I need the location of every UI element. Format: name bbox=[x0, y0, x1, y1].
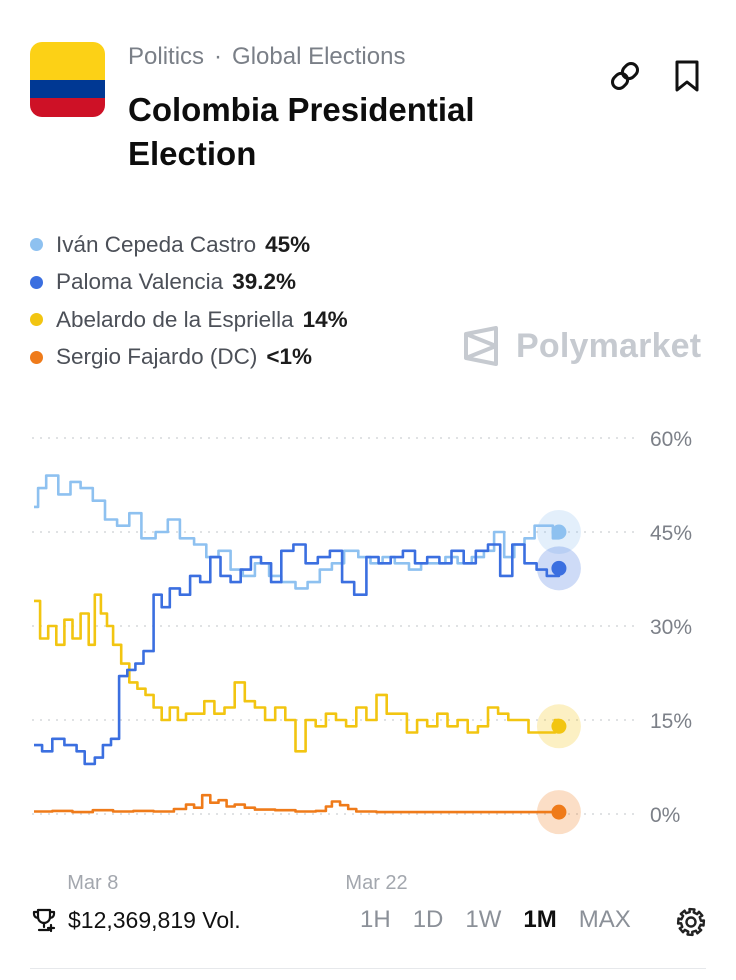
trophy-icon bbox=[32, 908, 56, 933]
breadcrumb-category[interactable]: Politics bbox=[128, 43, 205, 70]
x-axis-labels: Mar 8 Mar 22 bbox=[67, 872, 407, 894]
page-title: Colombia Presidential Election bbox=[128, 91, 475, 172]
chart-series bbox=[34, 474, 561, 814]
legend-name: Sergio Fajardo (DC) bbox=[56, 344, 258, 370]
breadcrumb-separator: · bbox=[214, 43, 223, 70]
range-1m[interactable]: 1M bbox=[523, 906, 557, 933]
chart-end-markers bbox=[536, 510, 581, 835]
chart-grid bbox=[32, 437, 640, 815]
series-line bbox=[34, 793, 559, 814]
legend-item[interactable]: Paloma Valencia 39.2% bbox=[30, 264, 348, 302]
chart-footer: $12,369,819 Vol. 1H 1D 1W 1M MAX bbox=[0, 898, 736, 944]
legend-dot bbox=[30, 275, 43, 289]
legend-item[interactable]: Sergio Fajardo (DC) <1% bbox=[30, 339, 348, 377]
legend-percentage: <1% bbox=[266, 344, 312, 370]
legend-dot bbox=[30, 238, 43, 252]
price-chart[interactable]: 60% 45% 30% 15% 0% Mar 8 Mar 22 bbox=[0, 410, 736, 900]
gear-icon[interactable] bbox=[675, 906, 707, 938]
end-marker bbox=[551, 524, 567, 540]
legend-percentage: 14% bbox=[302, 306, 348, 332]
y-tick-label: 30% bbox=[650, 616, 692, 639]
legend-dot bbox=[30, 313, 43, 327]
range-1h[interactable]: 1H bbox=[360, 906, 391, 933]
y-tick-label: 60% bbox=[650, 428, 692, 451]
end-marker bbox=[551, 560, 567, 576]
legend-item[interactable]: Abelardo de la Espriella 14% bbox=[30, 301, 348, 339]
series-line bbox=[34, 543, 561, 766]
series-line bbox=[34, 593, 561, 753]
legend-percentage: 39.2% bbox=[232, 269, 296, 295]
polymarket-watermark: Polymarket bbox=[462, 326, 701, 366]
end-marker bbox=[551, 804, 567, 820]
breadcrumb: Politics · Global Elections bbox=[128, 43, 405, 71]
end-marker bbox=[551, 718, 567, 734]
range-1d[interactable]: 1D bbox=[412, 906, 444, 933]
legend-percentage: 45% bbox=[265, 231, 311, 257]
legend-name: Paloma Valencia bbox=[56, 269, 224, 295]
range-1w[interactable]: 1W bbox=[465, 906, 502, 933]
volume-amount: $12,369,819 Vol. bbox=[68, 906, 241, 933]
breadcrumb-subcategory[interactable]: Global Elections bbox=[232, 43, 406, 70]
legend-item[interactable]: Iván Cepeda Castro 45% bbox=[30, 226, 348, 264]
range-max[interactable]: MAX bbox=[578, 906, 631, 933]
polymarket-logo-icon bbox=[464, 326, 498, 366]
legend-name: Iván Cepeda Castro bbox=[56, 231, 257, 257]
chart-legend: Iván Cepeda Castro 45% Paloma Valencia 39.… bbox=[30, 226, 348, 376]
divider bbox=[30, 968, 706, 969]
legend-dot bbox=[30, 350, 43, 364]
y-tick-label: 0% bbox=[650, 804, 680, 827]
bookmark-icon[interactable] bbox=[669, 58, 705, 94]
link-icon[interactable] bbox=[607, 58, 643, 94]
y-tick-label: 15% bbox=[650, 710, 692, 733]
x-tick-label: Mar 8 bbox=[67, 872, 118, 894]
time-range-selector: 1H 1D 1W 1M MAX bbox=[360, 906, 653, 934]
y-tick-label: 45% bbox=[650, 522, 692, 545]
watermark-text: Polymarket bbox=[516, 326, 702, 365]
y-axis-labels: 60% 45% 30% 15% 0% bbox=[650, 428, 692, 827]
x-tick-label: Mar 22 bbox=[345, 872, 407, 894]
legend-name: Abelardo de la Espriella bbox=[56, 306, 294, 332]
colombia-flag-icon bbox=[30, 42, 105, 117]
volume: $12,369,819 Vol. bbox=[30, 906, 241, 934]
